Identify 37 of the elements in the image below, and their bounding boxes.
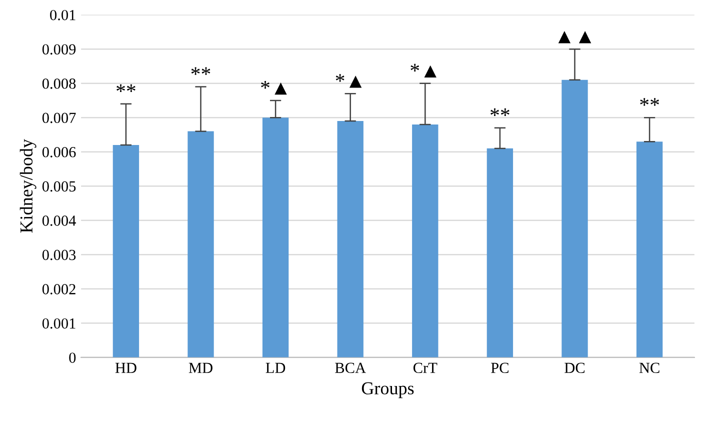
y-tick-label: 0.009 (42, 44, 76, 55)
annotation: ** (116, 84, 136, 92)
bar (412, 124, 438, 358)
annotation: *▲ (336, 74, 362, 88)
x-tick-label: HD (115, 362, 136, 373)
y-axis-title: Kidney/body (20, 139, 36, 233)
x-tick-label: LD (266, 362, 286, 373)
bar (337, 121, 364, 358)
annotation: *▲ (261, 80, 287, 95)
x-tick-label: MD (188, 362, 212, 373)
y-tick-label: 0.004 (42, 216, 76, 226)
bar (562, 80, 588, 358)
y-tick-label: 0.007 (42, 112, 76, 124)
annotation: ** (191, 67, 210, 75)
x-tick-label: CrT (413, 362, 438, 374)
y-tick-label: 0.002 (42, 284, 76, 294)
y-tick-label: 0.006 (42, 147, 76, 158)
x-axis-title: Groups (362, 382, 414, 398)
bar (486, 148, 514, 358)
bar (188, 131, 214, 358)
y-tick-label: 0.001 (42, 318, 76, 329)
y-tick-label: 0.01 (50, 10, 76, 20)
annotation: ▲▲ (558, 31, 592, 44)
annotation: ** (640, 98, 659, 106)
annotation: ** (490, 108, 510, 116)
y-tick-label: 0.005 (42, 181, 76, 192)
y-tick-label: 0.008 (42, 78, 76, 89)
y-tick-label: 0 (69, 352, 76, 363)
x-tick-label: NC (639, 362, 660, 374)
bar (112, 145, 140, 358)
x-tick-label: DC (564, 362, 585, 374)
y-tick-label: 0.003 (42, 250, 76, 260)
x-tick-label: PC (491, 362, 508, 374)
bar (636, 142, 663, 358)
annotation: *▲ (410, 64, 436, 78)
x-tick-label: BCA (335, 362, 366, 374)
bar (262, 118, 289, 358)
